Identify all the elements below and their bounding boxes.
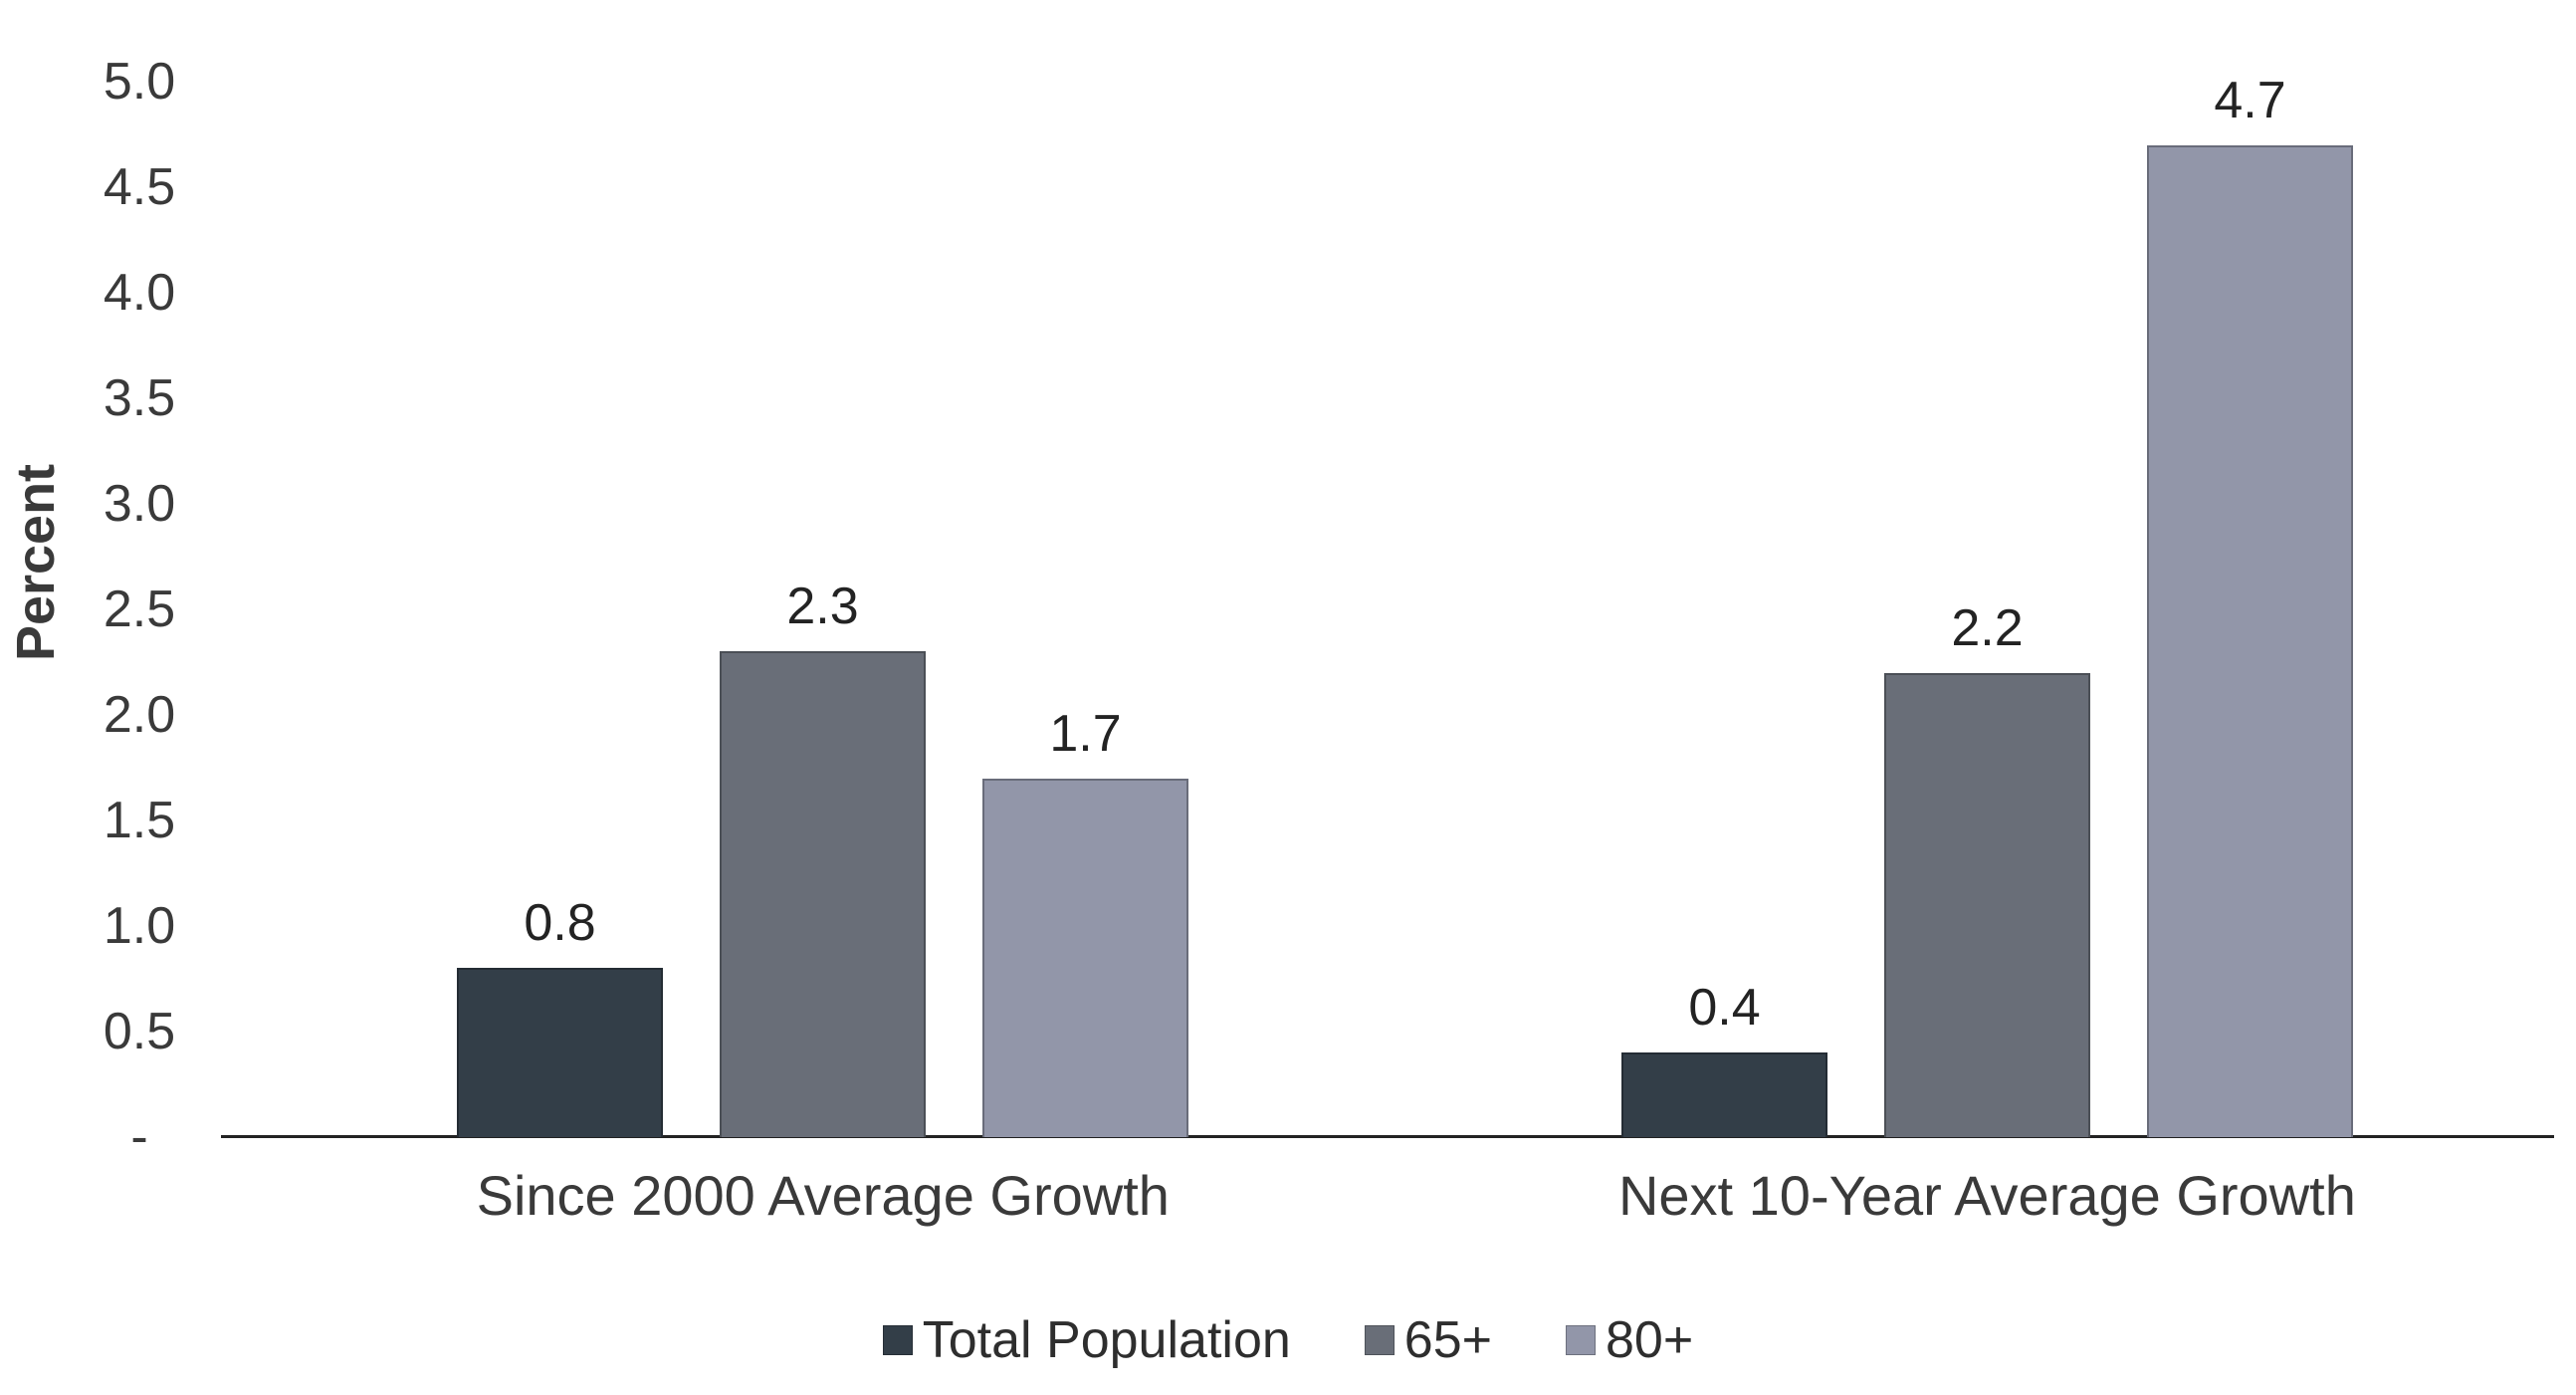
bar-value-label: 2.3 — [786, 578, 859, 635]
bar-total-population-group2 — [1621, 1052, 1827, 1137]
y-tick-label: 3.0 — [103, 475, 176, 533]
legend-swatch-65 — [1364, 1325, 1395, 1355]
y-tick-label: 1.0 — [103, 897, 176, 955]
bar-total-population-group1 — [457, 968, 663, 1137]
legend-item-80: 80+ — [1566, 1311, 1693, 1369]
bar-80-group2 — [2147, 145, 2353, 1137]
category-label-group1: Since 2000 Average Growth — [476, 1164, 1170, 1227]
legend-swatch-total-population — [882, 1325, 913, 1355]
y-tick-label: - — [130, 1108, 148, 1166]
legend-item-65: 65+ — [1364, 1311, 1493, 1369]
bar-value-label: 1.7 — [1049, 705, 1122, 763]
legend: Total Population 65+ 80+ — [0, 1310, 2576, 1370]
legend-label: 80+ — [1606, 1311, 1694, 1369]
y-tick-label: 4.5 — [103, 158, 176, 216]
y-tick-label: 5.0 — [103, 53, 176, 111]
bar-65-group2 — [1884, 673, 2090, 1137]
y-tick-label: 2.5 — [103, 581, 176, 638]
legend-label: Total Population — [922, 1311, 1291, 1369]
y-tick-label: 2.0 — [103, 686, 176, 744]
bar-value-label: 2.2 — [1951, 599, 2024, 657]
y-tick-label: 1.5 — [103, 792, 176, 849]
legend-swatch-80 — [1566, 1325, 1597, 1355]
x-axis-line — [221, 1135, 2554, 1138]
bar-value-label: 0.4 — [1688, 979, 1761, 1037]
category-label-group2: Next 10-Year Average Growth — [1617, 1164, 2356, 1227]
legend-label: 65+ — [1403, 1311, 1493, 1369]
legend-item-total-population: Total Population — [882, 1311, 1291, 1369]
bar-65-group1 — [720, 651, 926, 1137]
y-tick-label: 4.0 — [103, 264, 176, 322]
bar-value-label: 0.8 — [524, 894, 596, 952]
y-tick-label: 0.5 — [103, 1003, 176, 1060]
y-tick-label: 3.5 — [103, 369, 176, 427]
bar-value-label: 4.7 — [2214, 72, 2286, 129]
bar-80-group1 — [982, 779, 1188, 1137]
